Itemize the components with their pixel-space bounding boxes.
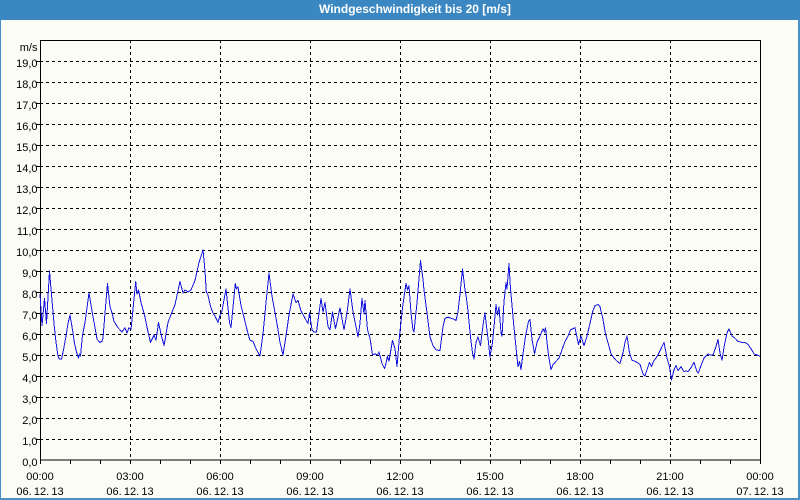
svg-text:14,0: 14,0 [16,163,37,175]
svg-text:13,0: 13,0 [16,184,37,196]
svg-text:3,0: 3,0 [22,394,37,406]
svg-text:18,0: 18,0 [16,79,37,91]
svg-text:00:00: 00:00 [746,471,774,483]
svg-text:17,0: 17,0 [16,100,37,112]
svg-text:19,0: 19,0 [16,58,37,70]
svg-text:18:00: 18:00 [566,471,594,483]
svg-text:9,0: 9,0 [22,268,37,280]
svg-text:m/s: m/s [20,42,38,54]
svg-text:03:00: 03:00 [116,471,144,483]
svg-text:4,0: 4,0 [22,373,37,385]
svg-text:07. 12. 13: 07. 12. 13 [736,486,783,498]
svg-text:06. 12. 13: 06. 12. 13 [106,486,153,498]
svg-text:06. 12. 13: 06. 12. 13 [646,486,693,498]
svg-text:06. 12. 13: 06. 12. 13 [286,486,333,498]
svg-text:06. 12. 13: 06. 12. 13 [196,486,243,498]
svg-text:06:00: 06:00 [206,471,234,483]
svg-text:21:00: 21:00 [656,471,684,483]
svg-text:15:00: 15:00 [476,471,504,483]
svg-text:06. 12. 13: 06. 12. 13 [556,486,603,498]
svg-text:09:00: 09:00 [296,471,324,483]
svg-text:6,0: 6,0 [22,331,37,343]
svg-text:0,0: 0,0 [22,457,37,469]
svg-text:06. 12. 13: 06. 12. 13 [466,486,513,498]
svg-text:06. 12. 13: 06. 12. 13 [376,486,423,498]
svg-text:7,0: 7,0 [22,310,37,322]
svg-text:06. 12. 13: 06. 12. 13 [16,486,63,498]
svg-text:8,0: 8,0 [22,289,37,301]
svg-text:16,0: 16,0 [16,121,37,133]
svg-text:5,0: 5,0 [22,352,37,364]
svg-text:2,0: 2,0 [22,415,37,427]
svg-text:00:00: 00:00 [26,471,54,483]
svg-text:10,0: 10,0 [16,247,37,259]
svg-text:12,0: 12,0 [16,205,37,217]
svg-text:11,0: 11,0 [17,226,38,238]
svg-text:1,0: 1,0 [22,436,37,448]
svg-text:12:00: 12:00 [386,471,414,483]
svg-text:15,0: 15,0 [16,142,37,154]
